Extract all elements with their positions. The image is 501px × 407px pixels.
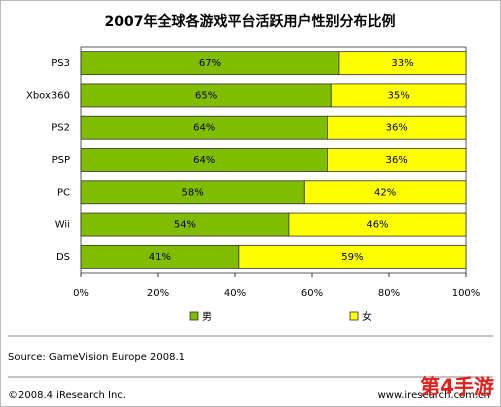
value-label: 36% <box>386 123 408 134</box>
y-tick-label: DS <box>56 252 70 263</box>
x-tick-label: 40% <box>224 288 246 299</box>
bar-segment <box>338 51 467 76</box>
value-label: 59% <box>341 252 363 263</box>
bar-segment <box>238 244 467 269</box>
watermark: 第4手游 <box>420 375 494 399</box>
x-tick-label: 60% <box>301 288 323 299</box>
bar-segment <box>288 212 467 237</box>
value-label: 54% <box>174 220 196 231</box>
value-label: 65% <box>195 90 217 101</box>
legend-label: 男 <box>202 311 212 323</box>
value-label: 36% <box>386 155 408 166</box>
y-tick-label: Wii <box>55 220 70 231</box>
bar-segment <box>303 180 467 205</box>
x-tick-label: 20% <box>147 288 169 299</box>
legend-swatch <box>189 311 199 321</box>
y-tick-label: Xbox360 <box>26 90 70 101</box>
chart-title: 2007年全球各游戏平台活跃用户性别分布比例 <box>105 13 396 30</box>
legend-label: 女 <box>362 310 372 323</box>
value-label: 58% <box>182 187 204 198</box>
value-label: 33% <box>391 58 413 69</box>
y-tick-label: PSP <box>52 155 70 166</box>
value-label: 41% <box>149 252 171 263</box>
y-tick-label: PC <box>57 187 70 198</box>
legend-swatch <box>349 311 359 321</box>
bar-segment <box>330 83 467 108</box>
value-label: 64% <box>193 155 215 166</box>
bar-segment <box>326 115 467 140</box>
value-label: 46% <box>366 220 388 231</box>
copyright: ©2008.4 iResearch Inc. <box>8 390 126 401</box>
value-label: 42% <box>374 187 396 198</box>
x-tick-label: 80% <box>378 288 400 299</box>
y-tick-label: PS3 <box>51 58 70 69</box>
value-label: 67% <box>199 58 221 69</box>
x-tick-label: 100% <box>452 288 481 299</box>
bar-segment <box>326 148 467 172</box>
x-tick-label: 0% <box>73 288 89 299</box>
source: Source: GameVision Europe 2008.1 <box>8 352 185 363</box>
y-tick-label: PS2 <box>51 123 70 134</box>
value-label: 35% <box>388 90 410 101</box>
value-label: 64% <box>193 123 215 134</box>
website: www.iresearch.com.cn <box>378 390 490 401</box>
